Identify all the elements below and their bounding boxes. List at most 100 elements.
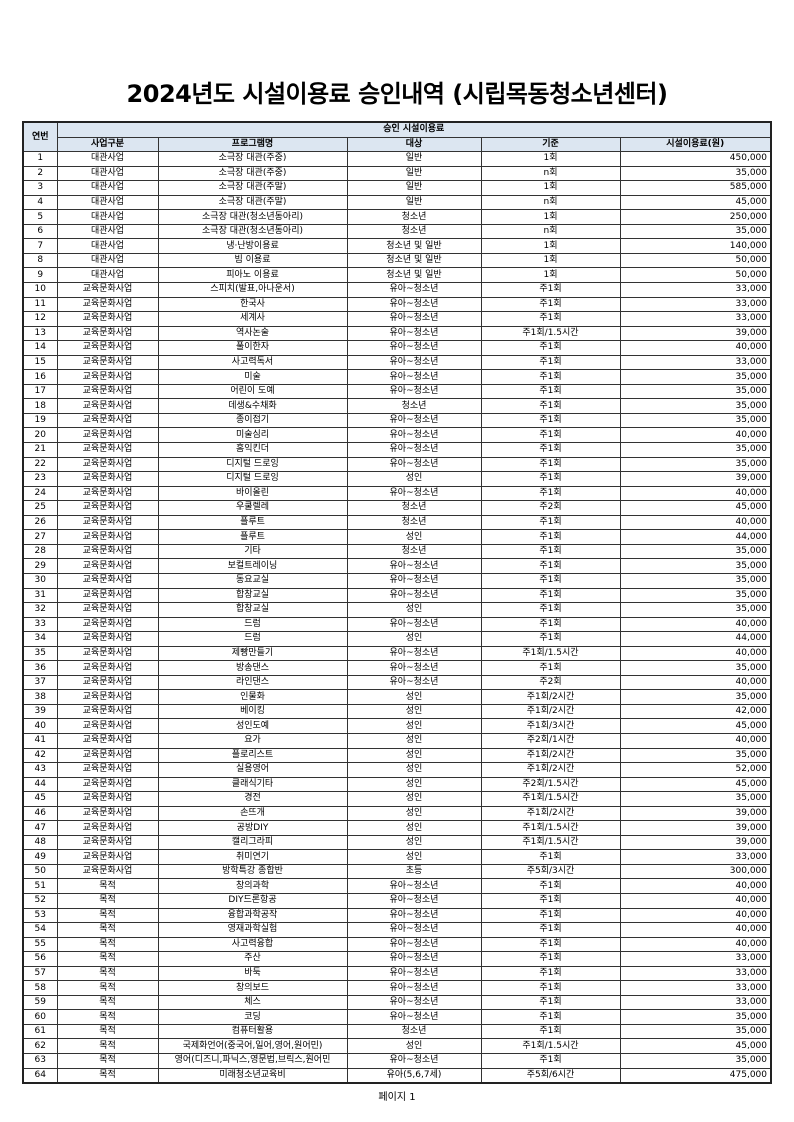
fee-cell: 33,000 — [619, 849, 772, 865]
target-cell: 유아~청소년 — [346, 980, 482, 996]
target-cell: 유아~청소년 — [346, 892, 482, 909]
table-row: 18 교육문화사업 데생&수채화 청소년 주1회 35,000 — [22, 398, 772, 414]
category-cell: 대관사업 — [56, 209, 159, 225]
basis-cell: 주1회/2시간 — [480, 747, 621, 764]
basis-cell: 1회 — [480, 151, 621, 167]
program-name-cell: 피아노 이용료 — [157, 267, 348, 284]
table-row: 64 목적 미래청소년교육비 유아(5,6,7세) 주5회/6시간 475,000 — [22, 1067, 772, 1084]
fee-cell: 35,000 — [619, 602, 772, 618]
category-cell: 대관사업 — [56, 238, 159, 254]
target-cell: 유아~청소년 — [346, 616, 482, 633]
table-row: 25 교육문화사업 우쿨렐레 청소년 주2회 45,000 — [22, 500, 772, 516]
fee-cell: 45,000 — [619, 776, 772, 793]
table-row: 26 교육문화사업 플루트 청소년 주1회 40,000 — [22, 514, 772, 531]
fee-cell: 35,000 — [619, 398, 772, 414]
category-cell: 교육문화사업 — [56, 311, 159, 327]
program-name-cell: 어린이 도예 — [157, 383, 348, 400]
basis-cell: 주1회 — [480, 412, 621, 429]
row-number-cell: 30 — [22, 572, 58, 589]
table-row: 7 대관사업 냉·난방이용료 청소년 및 일반 1회 140,000 — [22, 238, 772, 254]
fee-cell: 35,000 — [619, 1009, 772, 1025]
program-name-cell: 데생&수채화 — [157, 398, 348, 414]
category-cell: 교육문화사업 — [56, 340, 159, 356]
fee-cell: 35,000 — [619, 369, 772, 385]
target-cell: 유아~청소년 — [346, 354, 482, 371]
target-cell: 성인 — [346, 703, 482, 720]
basis-cell: n회 — [480, 165, 621, 182]
program-name-cell: 기타 — [157, 543, 348, 560]
target-cell: 성인 — [346, 747, 482, 764]
category-cell: 목적 — [56, 922, 159, 938]
fee-cell: 35,000 — [619, 1023, 772, 1040]
target-cell: 청소년 및 일반 — [346, 267, 482, 284]
header-program: 프로그램명 — [157, 136, 348, 153]
row-number-cell: 41 — [22, 732, 58, 749]
table-row: 13 교육문화사업 역사논술 유아~청소년 주1회/1.5시간 39,000 — [22, 325, 772, 342]
program-name-cell: 요가 — [157, 732, 348, 749]
row-number-cell: 10 — [22, 282, 58, 298]
program-name-cell: 소극장 대관(주말) — [157, 180, 348, 196]
table-row: 55 목적 사고력융합 유아~청소년 주1회 40,000 — [22, 936, 772, 953]
target-cell: 성인 — [346, 834, 482, 851]
basis-cell: 주1회 — [480, 442, 621, 458]
target-cell: 청소년 — [346, 500, 482, 516]
fee-cell: 33,000 — [619, 980, 772, 996]
row-number-cell: 64 — [22, 1067, 58, 1084]
category-cell: 목적 — [56, 994, 159, 1011]
target-cell: 유아~청소년 — [346, 936, 482, 953]
program-name-cell: 방송댄스 — [157, 660, 348, 676]
fee-cell: 40,000 — [619, 732, 772, 749]
basis-cell: 주1회 — [480, 922, 621, 938]
fee-cell: 50,000 — [619, 267, 772, 284]
fee-cell: 250,000 — [619, 209, 772, 225]
row-number-cell: 56 — [22, 951, 58, 967]
program-name-cell: 방학특강 종합반 — [157, 863, 348, 880]
program-name-cell: 소극장 대관(주중) — [157, 151, 348, 167]
target-cell: 성인 — [346, 820, 482, 836]
table-row: 33 교육문화사업 드럼 유아~청소년 주1회 40,000 — [22, 616, 772, 633]
program-name-cell: 공방DIY — [157, 820, 348, 836]
fee-cell: 45,000 — [619, 1038, 772, 1054]
table-row: 50 교육문화사업 방학특강 종합반 초등 주5회/3시간 300,000 — [22, 863, 772, 880]
table-body: 1 대관사업 소극장 대관(주중) 일반 1회 450,000 2 대관사업 소극장 대관(주중… — [22, 151, 772, 1084]
basis-cell: 주1회/3시간 — [480, 718, 621, 734]
basis-cell: 주1회 — [480, 1053, 621, 1069]
program-name-cell: 창의보드 — [157, 980, 348, 996]
row-number-cell: 36 — [22, 660, 58, 676]
target-cell: 유아~청소년 — [346, 660, 482, 676]
table-row: 31 교육문화사업 합창교실 유아~청소년 주1회 35,000 — [22, 587, 772, 604]
fee-cell: 40,000 — [619, 427, 772, 444]
table-row: 23 교육문화사업 디지털 드로잉 성인 주1회 39,000 — [22, 471, 772, 487]
table-row: 1 대관사업 소극장 대관(주중) 일반 1회 450,000 — [22, 151, 772, 167]
row-number-cell: 44 — [22, 776, 58, 793]
category-cell: 교육문화사업 — [56, 616, 159, 633]
program-name-cell: 컴퓨터활용 — [157, 1023, 348, 1040]
basis-cell: 주1회 — [480, 543, 621, 560]
target-cell: 청소년 — [346, 1023, 482, 1040]
basis-cell: 주1회 — [480, 471, 621, 487]
row-number-cell: 38 — [22, 689, 58, 705]
table-row: 36 교육문화사업 방송댄스 유아~청소년 주1회 35,000 — [22, 660, 772, 676]
basis-cell: 주1회/1.5시간 — [480, 325, 621, 342]
program-name-cell: 인물화 — [157, 689, 348, 705]
category-cell: 교육문화사업 — [56, 587, 159, 604]
category-cell: 교육문화사업 — [56, 602, 159, 618]
program-name-cell: 미술 — [157, 369, 348, 385]
row-number-cell: 33 — [22, 616, 58, 633]
program-name-cell: 경전 — [157, 791, 348, 807]
category-cell: 교육문화사업 — [56, 791, 159, 807]
category-cell: 목적 — [56, 892, 159, 909]
fee-cell: 45,000 — [619, 194, 772, 211]
program-name-cell: 국제화언어(중국어,일어,영어,원어민) — [157, 1038, 348, 1054]
basis-cell: 1회 — [480, 180, 621, 196]
row-number-cell: 37 — [22, 674, 58, 691]
table-row: 6 대관사업 소극장 대관(청소년동아리) 청소년 n회 35,000 — [22, 223, 772, 240]
target-cell: 성인 — [346, 471, 482, 487]
basis-cell: 주1회/1.5시간 — [480, 1038, 621, 1054]
program-name-cell: DIY드론항공 — [157, 892, 348, 909]
page-title: 2024년도 시설이용료 승인내역 (시립목동청소년센터) — [126, 80, 668, 108]
basis-cell: 1회 — [480, 238, 621, 254]
basis-cell: 주1회 — [480, 514, 621, 531]
category-cell: 목적 — [56, 1009, 159, 1025]
